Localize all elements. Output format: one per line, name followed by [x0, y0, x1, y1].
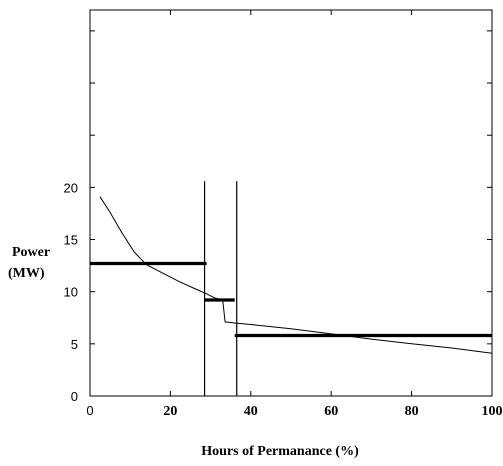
y-tick-label: 5: [71, 337, 78, 352]
duration-curve-line: [99, 196, 493, 354]
y-tick-label: 10: [64, 285, 78, 300]
y-tick-label: 15: [64, 233, 78, 248]
x-axis-ticks: 0 20 40 60 80 100: [86, 10, 503, 419]
y-tick-label: 0: [71, 389, 78, 404]
x-tick-label: 60: [324, 404, 338, 419]
x-axis-title: Hours of Permanance (%): [201, 444, 359, 459]
y-tick-label: 20: [64, 180, 78, 195]
x-tick-label: 80: [405, 404, 419, 419]
step-levels: [90, 261, 492, 338]
plot-frame: [89, 9, 493, 397]
x-tick-label: 20: [163, 404, 177, 419]
x-tick-label: 0: [86, 403, 93, 418]
x-tick-label: 40: [244, 404, 258, 419]
y-axis-ticks: 0 5 10 15 20: [64, 30, 492, 404]
series-group: [99, 196, 493, 354]
vertical-dividers: [203, 181, 238, 396]
x-tick-label: 100: [482, 404, 503, 419]
y-axis-title-line-1: Power: [12, 245, 50, 260]
y-axis-title-line-2: (MW): [8, 266, 45, 281]
